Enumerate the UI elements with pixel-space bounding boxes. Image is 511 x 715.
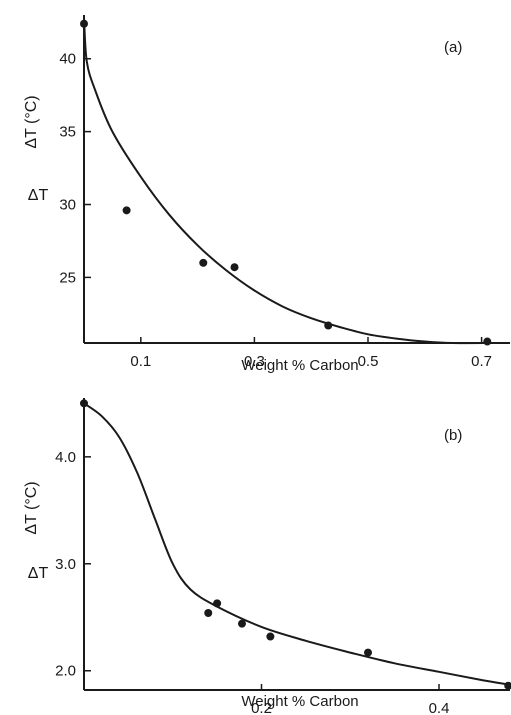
x-tick-label-a: 0.7 [471, 353, 492, 370]
y-tick-label-b: 3.0 [55, 556, 76, 573]
x-tick-label-a: 0.1 [130, 353, 151, 370]
fit-curve-b [83, 402, 511, 686]
x-axis-title-b: Weight % Carbon [241, 693, 358, 710]
data-point-b [504, 681, 511, 690]
data-point-b [364, 648, 372, 657]
data-point-a [199, 258, 208, 267]
panel-a: (a) ΔT (°C) ΔT Weight % Carbon 25 30 35 40 0… [23, 15, 510, 374]
data-point-b [266, 632, 275, 641]
y-tick-label-b: 2.0 [55, 663, 76, 680]
fit-curve-a [83, 17, 494, 345]
panel-b: (b) ΔT (°C) ΔT Weight % Carbon 2.0 3.0 4.0… [23, 398, 511, 715]
data-point-a [483, 337, 492, 346]
data-point-b [237, 619, 246, 628]
panel-label-a: (a) [444, 39, 462, 56]
y-tick-label-a: 25 [59, 269, 76, 286]
x-tick-label-a: 0.5 [358, 353, 379, 370]
data-point-b [213, 599, 222, 608]
data-point-a [80, 19, 88, 28]
y-tick-label-a: 30 [59, 197, 76, 214]
data-point-b [204, 608, 213, 617]
y-axis-title-b: ΔT (°C) [23, 481, 40, 534]
panel-label-b: (b) [444, 427, 462, 444]
y-axis-secondary-label-b: ΔT [28, 565, 49, 582]
x-tick-label-b: 0.2 [251, 700, 272, 715]
y-tick-label-a: 40 [59, 51, 76, 68]
x-tick-label-b: 0.4 [429, 700, 450, 715]
y-axis-title-a: ΔT (°C) [23, 95, 40, 148]
data-point-b [80, 399, 88, 408]
y-axis-secondary-label-a: ΔT [28, 187, 49, 204]
data-point-a [230, 263, 239, 272]
y-tick-label-b: 4.0 [55, 449, 76, 466]
y-tick-label-a: 35 [59, 124, 76, 141]
x-tick-label-a: 0.3 [244, 353, 265, 370]
data-point-a [324, 321, 333, 330]
x-axis-title-a: Weight % Carbon [241, 357, 358, 374]
data-point-a [122, 206, 131, 215]
